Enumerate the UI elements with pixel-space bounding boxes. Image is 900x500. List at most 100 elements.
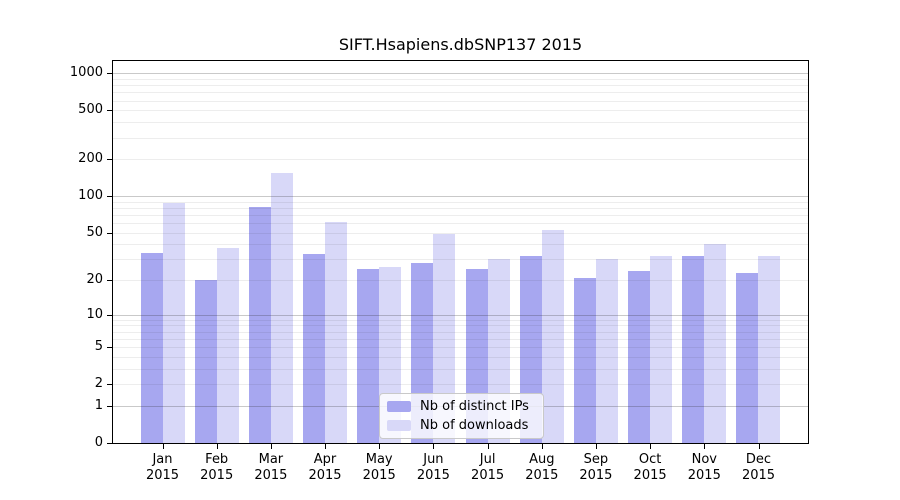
- y-tick-200: [107, 159, 112, 161]
- y-tick-10: [107, 314, 112, 316]
- y-tick-label-1: 1: [94, 397, 103, 413]
- x-tick-mar: [270, 444, 272, 449]
- x-tick-label-nov: Nov 2015: [672, 452, 736, 484]
- x-tick-label-year: 2015: [416, 468, 450, 483]
- y-tick-50: [107, 232, 112, 234]
- y-tick-1000: [107, 73, 112, 75]
- y-tick-1: [107, 405, 112, 407]
- x-tick-aug: [541, 444, 543, 449]
- legend-swatch-downloads: [387, 420, 411, 431]
- y-tick-label-5: 5: [94, 339, 103, 355]
- x-tick-label-month: May: [365, 452, 393, 467]
- y-tick-label-2: 2: [94, 376, 103, 392]
- y-tick-2: [107, 384, 112, 386]
- x-tick-jun: [433, 444, 435, 449]
- x-tick-label-month: Aug: [529, 452, 555, 467]
- x-tick-label-month: Feb: [205, 452, 229, 467]
- x-tick-label-jan: Jan 2015: [131, 452, 195, 484]
- x-tick-label-month: Nov: [691, 452, 717, 467]
- x-tick-label-month: Sep: [583, 452, 609, 467]
- legend-item-distinct-ips: Nb of distinct IPs: [387, 399, 535, 414]
- x-tick-label-year: 2015: [362, 468, 396, 483]
- y-tick-5: [107, 347, 112, 349]
- bar-distinct-ips-nov: [682, 255, 705, 443]
- bar-distinct-ips-may: [357, 268, 380, 443]
- bar-distinct-ips-jan: [140, 252, 163, 443]
- x-tick-label-feb: Feb 2015: [185, 452, 249, 484]
- y-tick-20: [107, 280, 112, 282]
- legend-item-downloads: Nb of downloads: [387, 418, 535, 433]
- x-tick-label-month: Oct: [638, 452, 662, 467]
- y-tick-label-10: 10: [86, 306, 103, 322]
- x-tick-may: [379, 444, 381, 449]
- x-tick-label-sep: Sep 2015: [564, 452, 628, 484]
- x-tick-oct: [650, 444, 652, 449]
- legend-label-distinct-ips: Nb of distinct IPs: [420, 399, 529, 414]
- bar-downloads-jun: [433, 233, 456, 443]
- x-tick-label-year: 2015: [471, 468, 505, 483]
- x-tick-label-year: 2015: [145, 468, 180, 483]
- bar-downloads-mar: [270, 172, 293, 443]
- y-tick-label-50: 50: [86, 224, 103, 240]
- bar-downloads-dec: [758, 255, 781, 443]
- x-tick-label-year: 2015: [633, 468, 667, 483]
- x-tick-label-month: Jul: [479, 452, 496, 467]
- x-tick-label-jun: Jun 2015: [401, 452, 465, 484]
- bar-downloads-aug: [541, 229, 564, 443]
- x-tick-label-dec: Dec 2015: [727, 452, 791, 484]
- y-tick-label-1000: 1000: [69, 65, 103, 81]
- y-tick-label-100: 100: [78, 188, 103, 204]
- x-tick-label-apr: Apr 2015: [293, 452, 357, 484]
- bar-distinct-ips-dec: [736, 273, 759, 443]
- bar-distinct-ips-oct: [628, 270, 651, 443]
- bar-distinct-ips-feb: [194, 280, 217, 443]
- x-tick-label-year: 2015: [687, 468, 721, 483]
- bar-downloads-nov: [704, 244, 727, 443]
- chart-title: SIFT.Hsapiens.dbSNP137 2015: [338, 35, 583, 54]
- x-tick-label-year: 2015: [254, 468, 288, 483]
- x-tick-label-year: 2015: [525, 468, 559, 483]
- x-tick-nov: [704, 444, 706, 449]
- bar-downloads-jan: [162, 203, 185, 443]
- bar-downloads-apr: [325, 222, 348, 443]
- y-tick-500: [107, 110, 112, 112]
- bar-distinct-ips-mar: [248, 207, 271, 443]
- x-tick-label-jul: Jul 2015: [456, 452, 520, 484]
- bar-distinct-ips-apr: [303, 254, 326, 443]
- x-tick-dec: [758, 444, 760, 449]
- x-tick-label-year: 2015: [579, 468, 613, 483]
- x-tick-label-may: May 2015: [347, 452, 411, 484]
- x-tick-jan: [162, 444, 164, 449]
- y-tick-label-20: 20: [86, 272, 103, 288]
- bar-distinct-ips-sep: [573, 277, 596, 443]
- x-tick-feb: [216, 444, 218, 449]
- x-tick-label-month: Jan: [152, 452, 173, 467]
- x-tick-label-oct: Oct 2015: [618, 452, 682, 484]
- bar-downloads-sep: [595, 259, 618, 443]
- x-tick-label-year: 2015: [308, 468, 342, 483]
- x-tick-label-year: 2015: [741, 468, 776, 483]
- x-tick-label-aug: Aug 2015: [510, 452, 574, 484]
- bar-downloads-oct: [650, 255, 673, 443]
- y-tick-label-0: 0: [94, 435, 103, 450]
- x-tick-label-month: Jun: [423, 452, 444, 467]
- legend-swatch-distinct-ips: [387, 401, 411, 412]
- y-tick-label-200: 200: [78, 151, 103, 167]
- x-tick-label-year: 2015: [200, 468, 234, 483]
- x-tick-label-mar: Mar 2015: [239, 452, 303, 484]
- x-tick-label-month: Apr: [313, 452, 337, 467]
- x-tick-apr: [325, 444, 326, 449]
- y-tick-0: [107, 443, 112, 444]
- legend-label-downloads: Nb of downloads: [420, 418, 529, 433]
- x-tick-sep: [595, 444, 597, 449]
- legend: Nb of distinct IPs Nb of downloads: [379, 393, 544, 439]
- bar-downloads-feb: [216, 248, 239, 443]
- x-tick-jul: [487, 444, 489, 449]
- bars-layer: [113, 61, 808, 443]
- plot-area: [112, 60, 809, 444]
- x-tick-label-month: Mar: [258, 452, 284, 467]
- y-tick-label-500: 500: [78, 102, 103, 118]
- y-tick-100: [107, 196, 112, 198]
- x-tick-label-month: Dec: [745, 452, 772, 467]
